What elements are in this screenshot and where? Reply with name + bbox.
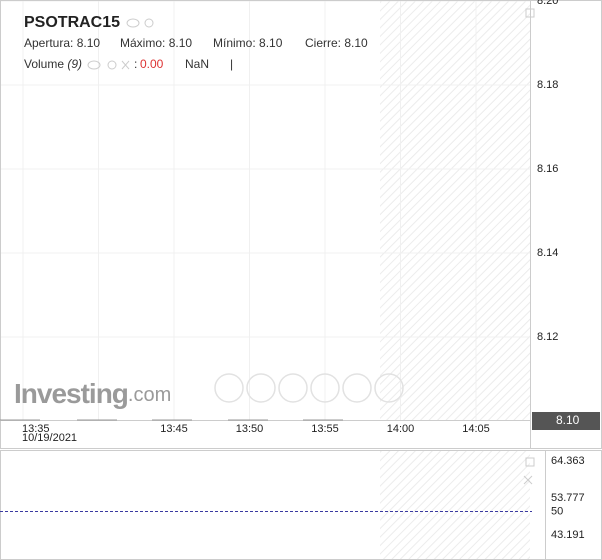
x-tick-label: 13:45 bbox=[160, 423, 188, 435]
volume-separator: : bbox=[134, 57, 137, 71]
symbol-title: PSOTRAC15 bbox=[24, 14, 120, 31]
y-tick-label: 43.191 bbox=[551, 529, 585, 541]
cursor: | bbox=[230, 57, 233, 71]
x-tick-label: 14:00 bbox=[387, 423, 415, 435]
y-tick-label: 8.18 bbox=[537, 79, 558, 91]
grid bbox=[0, 0, 530, 420]
y-tick-label: 8.16 bbox=[537, 163, 558, 175]
volume-value: 0.00 bbox=[140, 57, 164, 71]
future-area bbox=[380, 451, 530, 559]
nav-buttons[interactable] bbox=[214, 373, 404, 403]
y-tick-label: 8.12 bbox=[537, 331, 558, 343]
future-area bbox=[380, 1, 530, 420]
volume-extra: NaN bbox=[185, 57, 209, 71]
y-tick-label: 64.363 bbox=[551, 455, 585, 467]
y-tick-label: 8.14 bbox=[537, 247, 558, 259]
icons bbox=[87, 8, 535, 485]
legend-item: Máximo: 8.10 bbox=[120, 36, 192, 50]
x-tick-label: 13:55 bbox=[311, 423, 339, 435]
legend-item: Apertura: 8.10 bbox=[24, 36, 100, 50]
y-tick-label: 50 bbox=[551, 505, 563, 517]
x-tick-label: 14:05 bbox=[462, 423, 490, 435]
x-tick-label: 13:50 bbox=[236, 423, 264, 435]
legend-item: Cierre: 8.10 bbox=[305, 36, 368, 50]
last-price-label: 8.10 bbox=[556, 413, 580, 427]
last-price-marker bbox=[532, 412, 600, 430]
date-label: 10/19/2021 bbox=[22, 432, 77, 444]
watermark: Investing.com bbox=[14, 378, 171, 409]
y-tick-label: 53.777 bbox=[551, 492, 585, 504]
volume-label: Volume (9) bbox=[24, 57, 82, 71]
x-tick-label: 13:35 bbox=[22, 423, 50, 435]
legend-item: Mínimo: 8.10 bbox=[213, 36, 283, 50]
y-tick-label: 8.20 bbox=[537, 0, 558, 7]
